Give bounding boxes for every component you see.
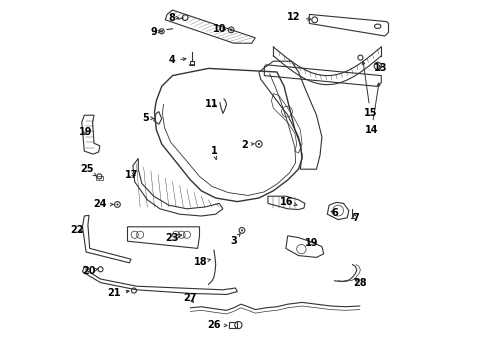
Text: 8: 8	[168, 13, 178, 23]
Circle shape	[116, 203, 118, 206]
Text: 23: 23	[164, 233, 182, 243]
Text: 20: 20	[82, 266, 98, 276]
Text: 4: 4	[168, 55, 185, 66]
Bar	[96, 176, 102, 180]
Circle shape	[241, 229, 243, 231]
Text: 11: 11	[204, 99, 218, 109]
Text: 15: 15	[362, 62, 376, 118]
Text: 26: 26	[207, 320, 226, 330]
Text: 21: 21	[107, 288, 129, 298]
Text: 27: 27	[183, 293, 196, 303]
Text: 7: 7	[351, 213, 358, 223]
Circle shape	[257, 143, 260, 145]
Text: 19: 19	[305, 238, 318, 248]
Text: 6: 6	[330, 208, 337, 218]
Bar	[190, 61, 194, 65]
Text: 16: 16	[280, 197, 296, 207]
Text: 10: 10	[213, 24, 226, 34]
Text: 28: 28	[352, 278, 366, 288]
Bar	[229, 322, 236, 328]
Text: 22: 22	[70, 225, 83, 235]
Text: 5: 5	[142, 113, 154, 123]
Text: 19: 19	[79, 127, 92, 137]
Text: 18: 18	[193, 257, 210, 267]
Text: 17: 17	[125, 170, 139, 180]
Text: 14: 14	[364, 83, 379, 135]
Circle shape	[160, 30, 163, 32]
Text: 1: 1	[210, 146, 217, 159]
Text: 24: 24	[94, 199, 113, 210]
Text: 12: 12	[287, 12, 310, 22]
Text: 13: 13	[373, 63, 386, 73]
Text: 3: 3	[229, 234, 240, 246]
Text: 9: 9	[150, 27, 161, 37]
Text: 25: 25	[80, 164, 96, 176]
Circle shape	[230, 29, 232, 31]
Text: 2: 2	[241, 140, 254, 150]
